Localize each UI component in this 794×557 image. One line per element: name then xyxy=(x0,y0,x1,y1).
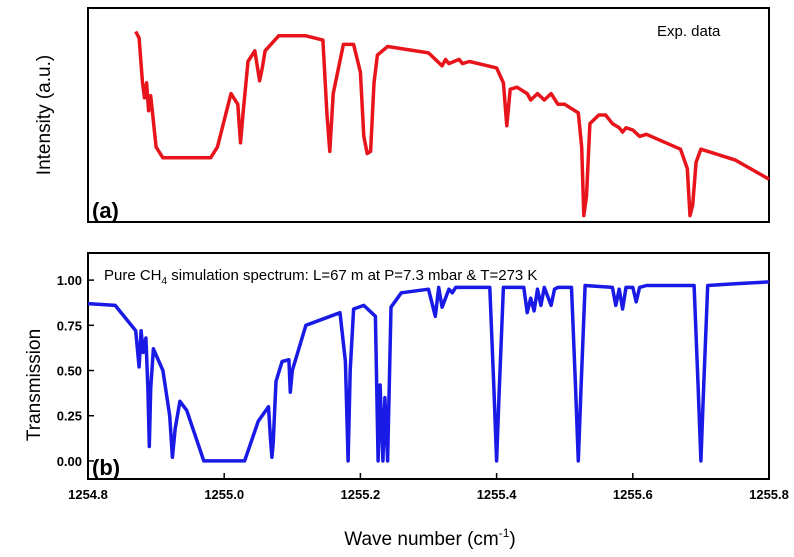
panel-b-title: Pure CH4 simulation spectrum: L=67 m at … xyxy=(104,267,537,287)
panel-a: Exp. data (a) Intensity (a.u.) xyxy=(34,7,770,223)
x-tick-label: 1254.8 xyxy=(68,487,108,502)
x-tick-label: 1255.6 xyxy=(613,487,653,502)
x-tick-label: 1255.4 xyxy=(477,487,518,502)
y-tick-label: 1.00 xyxy=(57,273,82,288)
panel-b-ticks: 1254.8 1255.0 1255.2 1255.4 1255.6 1255.8 0.00… xyxy=(57,273,789,502)
panel-b: Pure CH4 simulation spectrum: L=67 m at … xyxy=(24,252,789,550)
panel-a-y-axis-title: Intensity (a.u.) xyxy=(34,55,55,175)
panel-b-frame xyxy=(87,252,770,480)
x-tick-label: 1255.2 xyxy=(341,487,381,502)
panel-b-label: (b) xyxy=(92,455,120,480)
panel-b-spectrum-line xyxy=(87,280,770,463)
panel-a-annotation: Exp. data xyxy=(657,23,721,40)
x-tick-label: 1255.0 xyxy=(204,487,244,502)
x-tick-label: 1255.8 xyxy=(749,487,789,502)
panel-b-y-axis-title: Transmission xyxy=(24,329,45,441)
panel-a-frame xyxy=(87,7,770,223)
y-tick-label: 0.00 xyxy=(57,454,82,469)
y-tick-label: 0.25 xyxy=(57,409,82,424)
panel-a-label: (a) xyxy=(92,198,119,223)
panel-a-spectrum-line xyxy=(134,30,770,218)
y-tick-label: 0.75 xyxy=(57,318,82,333)
y-tick-label: 0.50 xyxy=(57,364,82,379)
x-axis-title: Wave number (cm-1) xyxy=(344,526,516,550)
